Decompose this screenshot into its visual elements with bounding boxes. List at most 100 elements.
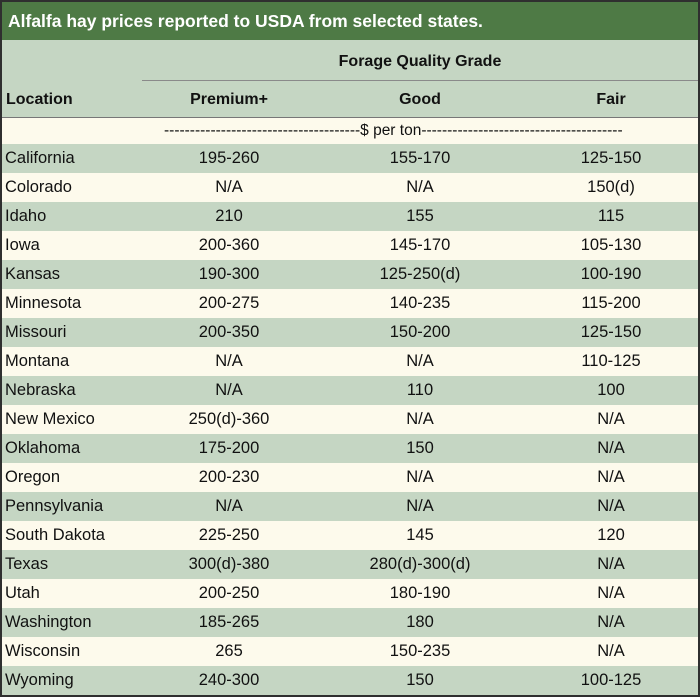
table-row: Wyoming 240-300 150 100-125 [2,666,698,695]
cell-location: Wyoming [5,671,74,689]
cell-fair: 100-190 [580,265,642,283]
cell-fair: 150(d) [587,178,635,196]
cell-premium: 200-360 [198,236,260,254]
cell-premium: N/A [215,381,243,399]
cell-location: Idaho [5,207,47,225]
column-header-good: Good [399,91,441,108]
cell-good: 155-170 [389,149,451,167]
table-row: New Mexico 250(d)-360 N/A N/A [2,405,698,434]
table-row: California 195-260 155-170 125-150 [2,144,698,173]
table-row: Iowa 200-360 145-170 105-130 [2,231,698,260]
cell-premium: 225-250 [198,526,260,544]
cell-fair: N/A [597,613,625,631]
cell-premium: 200-230 [198,468,260,486]
cell-fair: 120 [597,526,625,544]
column-header-location: Location [6,91,73,108]
cell-location: Utah [5,584,40,602]
cell-premium: 190-300 [198,265,260,283]
cell-good: 110 [406,381,434,399]
unit-label: --------------------------------------$ … [2,117,698,144]
cell-fair: 125-150 [580,323,642,341]
cell-fair: N/A [597,439,625,457]
cell-location: Montana [5,352,70,370]
cell-premium: N/A [215,352,243,370]
table-row: Missouri 200-350 150-200 125-150 [2,318,698,347]
cell-fair: 115-200 [581,294,641,312]
cell-premium: 265 [215,642,243,660]
cell-good: 145 [406,526,434,544]
cell-fair: N/A [597,497,625,515]
table-row: Wisconsin 265 150-235 N/A [2,637,698,666]
cell-fair: N/A [597,584,625,602]
cell-premium: 300(d)-380 [188,555,270,573]
cell-good: N/A [406,410,434,428]
column-header-premium: Premium+ [190,91,268,108]
cell-location: Iowa [5,236,40,254]
cell-premium: 200-275 [198,294,260,312]
cell-good: 140-235 [389,294,451,312]
cell-location: South Dakota [5,526,105,544]
table-row: Oklahoma 175-200 150 N/A [2,434,698,463]
cell-location: New Mexico [5,410,95,428]
table-title: Alfalfa hay prices reported to USDA from… [2,2,698,40]
cell-premium: N/A [215,178,243,196]
cell-good: 155 [406,207,434,225]
cell-location: California [5,149,75,167]
table-row: Minnesota 200-275 140-235 115-200 [2,289,698,318]
cell-premium: 200-350 [198,323,260,341]
table-row: Montana N/A N/A 110-125 [2,347,698,376]
cell-location: Oklahoma [5,439,81,457]
cell-premium: 195-260 [198,149,260,167]
cell-fair: 100-125 [580,671,642,689]
table-row: Utah 200-250 180-190 N/A [2,579,698,608]
cell-premium: 185-265 [198,613,260,631]
cell-location: Nebraska [5,381,76,399]
table-row: Nebraska N/A 110 100 [2,376,698,405]
cell-premium: 240-300 [198,671,260,689]
cell-fair: N/A [597,642,625,660]
cell-good: 280(d)-300(d) [369,555,471,573]
table-row: Idaho 210 155 115 [2,202,698,231]
cell-premium: 200-250 [198,584,260,602]
cell-premium: 250(d)-360 [188,410,270,428]
cell-premium: 210 [215,207,243,225]
cell-fair: N/A [597,410,625,428]
cell-fair: 110-125 [581,352,641,370]
table-row: Oregon 200-230 N/A N/A [2,463,698,492]
table-body: California 195-260 155-170 125-150 Colorado N… [2,144,698,695]
table-row: South Dakota 225-250 145 120 [2,521,698,550]
cell-good: N/A [406,497,434,515]
cell-good: N/A [406,468,434,486]
cell-good: N/A [406,178,434,196]
table-header: Forage Quality Grade Location Premium+ G… [2,40,698,117]
cell-good: 150-235 [389,642,451,660]
cell-premium: N/A [215,497,243,515]
column-header-fair: Fair [596,91,626,108]
cell-premium: 175-200 [198,439,260,457]
cell-location: Oregon [5,468,61,486]
cell-fair: N/A [597,468,625,486]
cell-location: Missouri [5,323,67,341]
cell-location: Texas [5,555,49,573]
cell-fair: 105-130 [580,236,642,254]
group-header: Forage Quality Grade [338,53,502,70]
group-underline [142,80,698,81]
cell-location: Kansas [5,265,61,283]
cell-good: N/A [406,352,434,370]
cell-good: 145-170 [389,236,451,254]
cell-good: 150 [406,439,434,457]
table-row: Texas 300(d)-380 280(d)-300(d) N/A [2,550,698,579]
table-row: Pennsylvania N/A N/A N/A [2,492,698,521]
cell-fair: N/A [597,555,625,573]
cell-fair: 100 [597,381,625,399]
cell-location: Washington [5,613,92,631]
cell-location: Pennsylvania [5,497,104,515]
cell-good: 150-200 [389,323,451,341]
cell-location: Wisconsin [5,642,81,660]
table-row: Washington 185-265 180 N/A [2,608,698,637]
table-row: Kansas 190-300 125-250(d) 100-190 [2,260,698,289]
cell-fair: 115 [597,207,625,225]
table-row: Colorado N/A N/A 150(d) [2,173,698,202]
cell-good: 180 [406,613,434,631]
